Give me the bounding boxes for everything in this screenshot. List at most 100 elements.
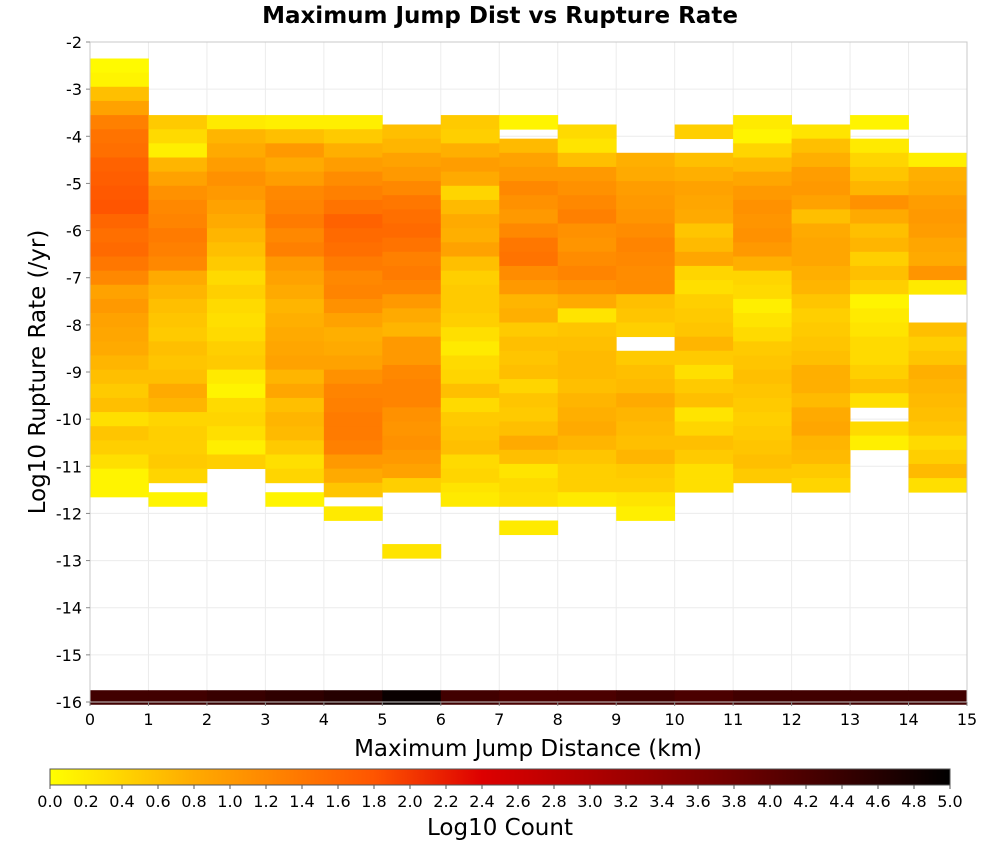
heatmap-cell xyxy=(148,115,208,130)
x-axis-label: Maximum Jump Distance (km) xyxy=(354,736,702,762)
heatmap-cell xyxy=(850,152,909,168)
heatmap-cell xyxy=(908,690,968,705)
heatmap-cell xyxy=(850,421,909,437)
x-tick-label: 2 xyxy=(202,710,212,729)
heatmap-cell xyxy=(440,129,500,144)
heatmap-cell xyxy=(791,152,851,168)
heatmap-cell xyxy=(674,294,734,309)
heatmap-cell xyxy=(557,308,617,323)
colorbar-tick-label: 0.6 xyxy=(145,792,170,811)
heatmap-cell xyxy=(850,166,909,182)
heatmap-cell xyxy=(557,393,617,408)
heatmap-cell xyxy=(850,280,909,295)
heatmap-cell xyxy=(382,181,442,196)
heatmap-cell xyxy=(733,256,792,272)
heatmap-cell xyxy=(265,129,325,144)
heatmap-cell xyxy=(382,364,442,380)
heatmap-cell xyxy=(382,280,442,295)
heatmap-cell xyxy=(850,393,909,408)
heatmap-cell xyxy=(440,397,500,413)
y-tick-label: -15 xyxy=(56,646,82,665)
heatmap-cell xyxy=(908,379,968,394)
heatmap-cell xyxy=(499,308,559,323)
heatmap-cell xyxy=(206,383,266,399)
colorbar-tick-label: 1.2 xyxy=(253,792,278,811)
heatmap-cell xyxy=(733,426,792,441)
heatmap-cell xyxy=(499,181,559,196)
heatmap-cell xyxy=(440,199,500,215)
heatmap-cell xyxy=(148,129,208,144)
heatmap-cell xyxy=(440,690,500,705)
heatmap-cell xyxy=(206,171,266,187)
heatmap-cell xyxy=(265,157,325,173)
heatmap-cell xyxy=(733,412,792,427)
y-tick-label: -12 xyxy=(56,504,82,523)
heatmap-cell xyxy=(440,171,500,187)
plot-area xyxy=(89,41,968,705)
heatmap-cell xyxy=(557,237,617,253)
heatmap-cell xyxy=(206,412,266,427)
heatmap-cell xyxy=(499,223,559,239)
heatmap-cell xyxy=(323,355,383,371)
heatmap-cell xyxy=(616,492,676,507)
heatmap-cell xyxy=(674,690,734,705)
colorbar-tick-label: 4.8 xyxy=(901,792,926,811)
heatmap-cell xyxy=(440,214,500,229)
heatmap-cell xyxy=(90,129,149,144)
heatmap-cell xyxy=(148,355,208,371)
y-tick-label: -16 xyxy=(56,693,82,712)
heatmap-cell xyxy=(850,138,909,154)
heatmap-cell xyxy=(499,407,559,422)
heatmap-cell xyxy=(908,463,968,479)
heatmap-cell xyxy=(733,440,792,455)
heatmap-cell xyxy=(908,166,968,182)
heatmap-cell xyxy=(733,397,792,413)
heatmap-cell xyxy=(265,199,325,215)
heatmap-cell xyxy=(616,265,676,281)
heatmap-cell xyxy=(323,115,383,130)
heatmap-cell xyxy=(206,454,266,470)
heatmap-cell xyxy=(616,449,676,465)
x-tick-label: 5 xyxy=(377,710,387,729)
heatmap-cell xyxy=(323,412,383,427)
x-tick-label: 14 xyxy=(898,710,918,729)
heatmap-cell xyxy=(382,223,442,239)
heatmap-cell xyxy=(440,256,500,272)
heatmap-cell xyxy=(674,251,734,267)
heatmap-cell xyxy=(440,185,500,201)
heatmap-cell xyxy=(674,308,734,323)
heatmap-cell xyxy=(323,397,383,413)
heatmap-cell xyxy=(265,228,325,243)
heatmap-cell xyxy=(499,138,559,154)
heatmap-cell xyxy=(440,492,500,507)
heatmap-cell xyxy=(908,280,968,295)
heatmap-cell xyxy=(499,294,559,309)
heatmap-cell xyxy=(557,449,617,465)
heatmap-cell xyxy=(557,463,617,479)
heatmap-cell xyxy=(791,223,851,239)
colorbar-tick-label: 1.8 xyxy=(361,792,386,811)
heatmap-cell xyxy=(440,440,500,455)
heatmap-cell xyxy=(557,350,617,366)
heatmap-cell xyxy=(499,421,559,437)
heatmap-cell xyxy=(148,412,208,427)
heatmap-cell xyxy=(616,379,676,394)
heatmap-cell xyxy=(557,407,617,422)
heatmap-cell xyxy=(674,435,734,451)
colorbar-tick-label: 0.8 xyxy=(181,792,206,811)
heatmap-cell xyxy=(148,492,208,507)
heatmap-cell xyxy=(323,383,383,399)
heatmap-cell xyxy=(674,195,734,210)
colorbar-tick-label: 5.0 xyxy=(937,792,962,811)
heatmap-cell xyxy=(382,138,442,154)
heatmap-cell xyxy=(265,185,325,201)
heatmap-cell xyxy=(90,327,149,342)
heatmap-cell xyxy=(148,690,208,705)
y-tick-label: -7 xyxy=(66,269,82,288)
heatmap-cell xyxy=(440,242,500,257)
y-tick-label: -8 xyxy=(66,316,82,335)
heatmap-cell xyxy=(850,115,909,130)
heatmap-cell xyxy=(791,690,851,705)
heatmap-cell xyxy=(616,181,676,196)
heatmap-cell xyxy=(733,369,792,385)
